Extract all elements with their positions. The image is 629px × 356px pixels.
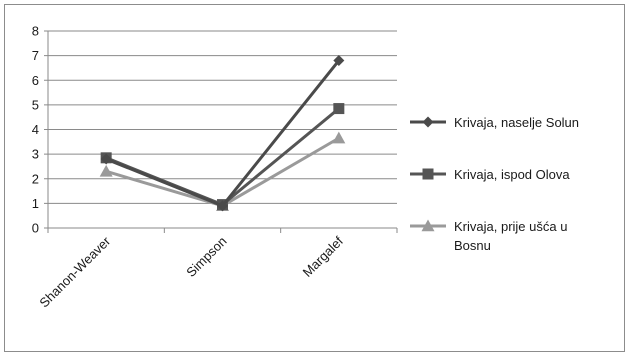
data-point-marker bbox=[99, 164, 113, 177]
y-tick-label: 7 bbox=[32, 48, 39, 63]
legend-marker bbox=[421, 219, 435, 232]
y-tick-label: 0 bbox=[32, 221, 39, 236]
axes bbox=[44, 30, 398, 233]
x-category-label: Simpson bbox=[183, 234, 229, 280]
legend-label: Krivaja, naselje Solun bbox=[454, 115, 579, 130]
gridlines bbox=[48, 30, 397, 204]
y-tick-label: 2 bbox=[32, 171, 39, 186]
chart-frame bbox=[4, 4, 625, 352]
legend-label: Krivaja, ispod Olova bbox=[454, 167, 570, 182]
series-line bbox=[105, 107, 340, 207]
y-tick-label: 5 bbox=[32, 97, 39, 112]
x-category-label: Margalef bbox=[300, 233, 347, 280]
x-category-label: Shanon-Weaver bbox=[36, 233, 113, 310]
y-tick-label: 4 bbox=[32, 122, 39, 137]
data-point-marker bbox=[333, 103, 345, 115]
series-line bbox=[105, 59, 341, 208]
x-axis-labels: Shanon-Weaver Simpson Margalef bbox=[36, 233, 346, 310]
data-point-marker bbox=[333, 55, 345, 67]
y-axis-ticks: 0 1 2 3 4 5 6 7 8 bbox=[32, 24, 39, 236]
y-tick-label: 8 bbox=[32, 24, 39, 39]
legend-marker bbox=[422, 168, 434, 180]
legend-marker bbox=[422, 116, 434, 128]
y-tick-label: 6 bbox=[32, 73, 39, 88]
legend: Krivaja, naselje Solun Krivaja, ispod Olo… bbox=[410, 115, 579, 253]
y-tick-label: 3 bbox=[32, 147, 39, 162]
series-lines bbox=[99, 55, 346, 212]
data-point-marker bbox=[217, 200, 228, 212]
data-point-marker bbox=[100, 153, 112, 165]
y-tick-label: 1 bbox=[32, 196, 39, 211]
legend-label: Krivaja, prije ušća u Bosnu bbox=[454, 219, 567, 253]
data-point-marker bbox=[332, 131, 346, 144]
